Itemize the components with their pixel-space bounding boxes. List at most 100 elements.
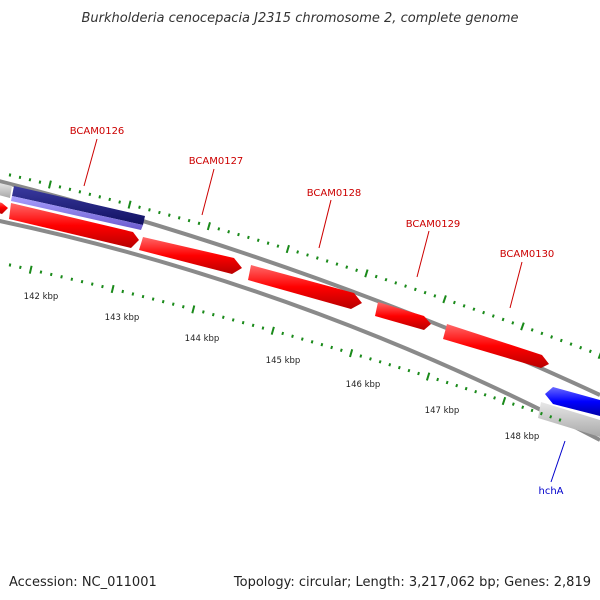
gene-label-hcha: hchA (538, 486, 563, 497)
backbone (0, 179, 600, 442)
minor-tick (70, 277, 74, 281)
minor-tick (462, 304, 466, 308)
minor-tick (345, 265, 349, 269)
gene-label-bcam0129: BCAM0129 (406, 219, 461, 230)
kbp-label: 147 kbp (425, 406, 460, 416)
minor-tick (88, 192, 92, 197)
minor-tick (8, 173, 12, 177)
minor-tick (101, 284, 104, 289)
minor-tick (90, 282, 94, 286)
minor-tick (397, 365, 401, 370)
forward-track (0, 202, 549, 368)
gene-block-grey-left (0, 183, 12, 198)
minor-tick (464, 386, 468, 391)
minor-tick (118, 200, 121, 204)
minor-tick (167, 213, 171, 217)
minor-tick (161, 299, 165, 304)
minor-tick (335, 262, 339, 266)
major-tick (48, 180, 52, 189)
minor-tick (251, 323, 255, 328)
minor-tick (306, 253, 309, 257)
major-tick (270, 326, 275, 335)
minor-tick (558, 418, 562, 422)
kbp-label: 145 kbp (266, 356, 301, 366)
major-tick (191, 305, 196, 314)
gene-label-bcam0128: BCAM0128 (307, 188, 362, 199)
minor-tick (217, 227, 221, 231)
minor-tick (276, 244, 280, 248)
accession-label: Accession: NC_011001 (9, 575, 157, 590)
minor-tick (108, 197, 112, 202)
minor-tick (187, 218, 191, 223)
major-tick (127, 200, 132, 209)
minor-tick (237, 232, 240, 237)
major-tick (206, 222, 211, 231)
minor-tick (138, 205, 141, 209)
minor-tick (211, 312, 215, 317)
genome-summary: Topology: circular; Length: 3,217,062 bp… (233, 575, 591, 590)
pointer-bcam0128 (318, 199, 332, 249)
minor-tick (569, 342, 573, 346)
minor-tick (413, 287, 417, 292)
minor-tick (19, 265, 22, 270)
minor-tick (148, 208, 151, 212)
minor-tick (384, 277, 388, 282)
gene-arrow-bcam0130 (443, 324, 549, 368)
minor-tick (296, 250, 300, 254)
gene-arrow-hcha (545, 387, 600, 416)
minor-tick (247, 235, 250, 240)
minor-tick (231, 318, 235, 322)
minor-tick (98, 195, 102, 199)
minor-tick (78, 190, 82, 194)
minor-tick (423, 290, 427, 295)
minor-tick (266, 241, 270, 245)
major-tick (364, 269, 369, 278)
minor-tick (315, 256, 319, 260)
minor-tick (417, 371, 420, 376)
gene-arrow-left-fragment (0, 202, 8, 214)
minor-tick (158, 210, 161, 215)
major-tick (110, 284, 115, 294)
minor-tick (221, 315, 225, 319)
minor-tick (227, 230, 231, 234)
gene-block-grey-right (538, 402, 600, 437)
kbp-label: 144 kbp (185, 334, 220, 344)
minor-tick (378, 360, 382, 364)
minor-tick (559, 338, 563, 343)
major-tick (425, 372, 431, 381)
backbone-inner-line (0, 219, 600, 442)
minor-tick (325, 259, 329, 263)
minor-tick (579, 345, 583, 350)
gene-label-bcam0126: BCAM0126 (70, 126, 125, 137)
minor-tick (530, 408, 534, 413)
gene-label-bcam0130: BCAM0130 (500, 249, 555, 260)
gene-arrow-bcam0129 (375, 302, 431, 330)
minor-tick (369, 357, 372, 361)
kbp-label: 143 kbp (105, 313, 140, 323)
minor-tick (131, 292, 135, 296)
minor-tick (28, 178, 32, 182)
gene-arrow-bcam0126 (9, 203, 139, 248)
minor-tick (511, 402, 515, 406)
minor-tick (60, 275, 63, 279)
minor-tick (433, 294, 437, 298)
minor-tick (445, 380, 449, 385)
minor-tick (141, 294, 145, 299)
minor-tick (18, 175, 22, 180)
minor-tick (472, 307, 476, 311)
minor-tick (482, 310, 486, 315)
minor-tick (407, 368, 411, 373)
minor-tick (320, 342, 324, 347)
minor-tick (540, 331, 544, 336)
minor-tick (530, 328, 534, 332)
gene-label-bcam0127: BCAM0127 (189, 156, 244, 167)
kbp-labels: 142 kbp 143 kbp 144 kbp 145 kbp 146 kbp … (24, 292, 540, 442)
minor-tick (474, 389, 478, 394)
gene-block-lavender (11, 196, 143, 230)
minor-tick (241, 320, 245, 325)
pointer-hcha (550, 440, 566, 483)
minor-tick (39, 270, 43, 274)
pointer-bcam0126 (83, 138, 98, 187)
minor-tick (521, 405, 525, 410)
minor-tick (68, 187, 72, 192)
